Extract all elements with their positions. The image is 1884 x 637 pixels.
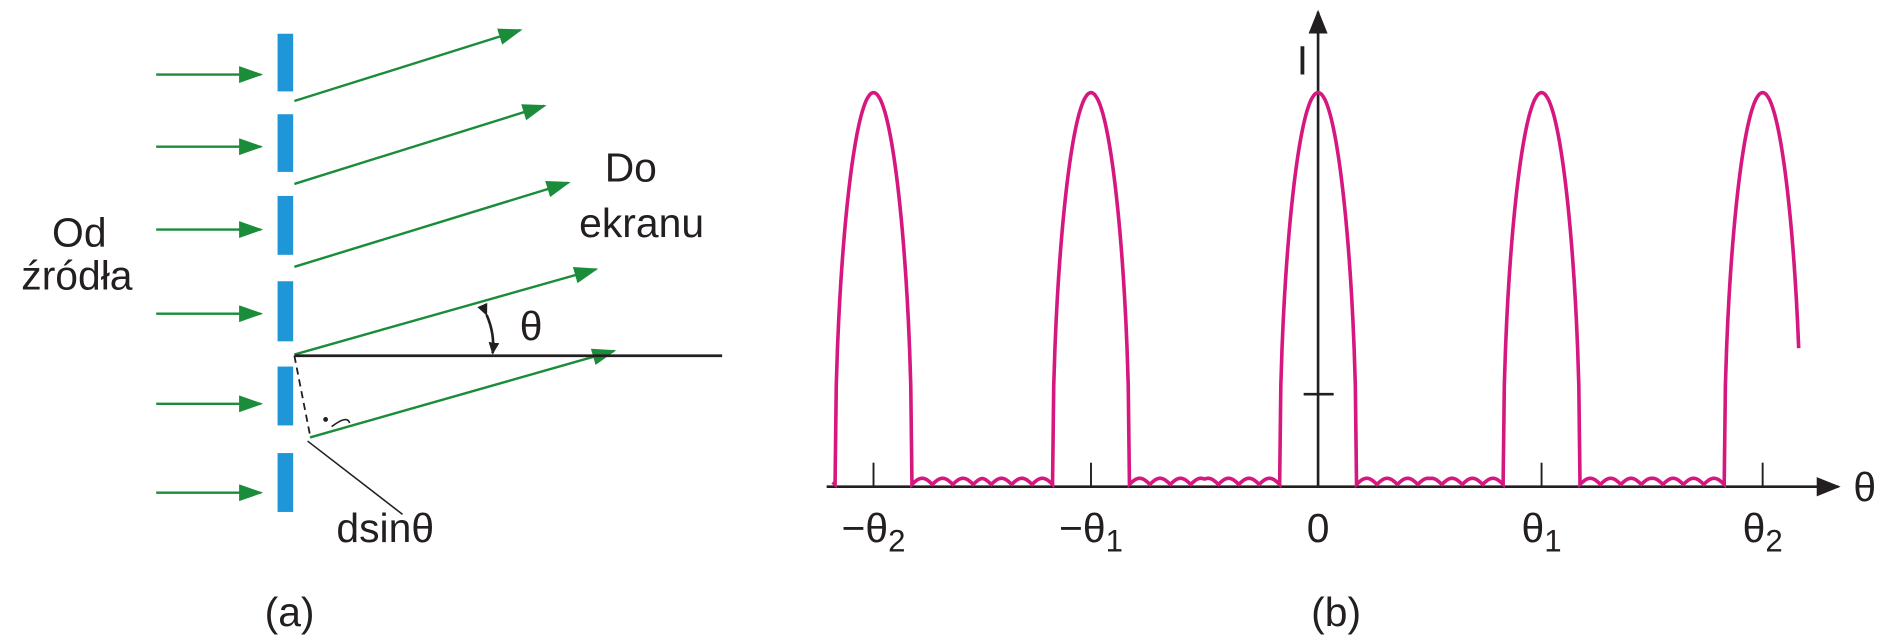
tick-sub: 1 bbox=[1106, 524, 1123, 559]
caption: (a) bbox=[265, 589, 315, 635]
panel-a: Od źródła Do ekranu θ dsinθ (a) bbox=[21, 28, 723, 635]
source-label: Od bbox=[52, 209, 107, 255]
right-angle-dot bbox=[323, 417, 329, 422]
x-tick-label: θ2 bbox=[1743, 505, 1783, 559]
tick-main: θ bbox=[1522, 505, 1545, 551]
tick-sub: 1 bbox=[1544, 524, 1561, 559]
diffracted-rays bbox=[294, 28, 617, 439]
tick-main: 0 bbox=[1307, 505, 1330, 551]
panel-b: I θ (b) −θ2 −θ1 0 θ1 θ2 bbox=[826, 9, 1876, 635]
x-tick-label: −θ1 bbox=[1059, 505, 1123, 559]
tick-sub: 2 bbox=[1765, 524, 1782, 559]
caption: (b) bbox=[1311, 589, 1361, 635]
tick-main: −θ bbox=[1059, 505, 1106, 551]
source-label: źródła bbox=[21, 253, 133, 299]
x-tick-label: −θ2 bbox=[842, 505, 906, 559]
angle-label: θ bbox=[520, 303, 543, 349]
screen-label: ekranu bbox=[579, 200, 704, 246]
leader-line bbox=[307, 440, 403, 515]
intensity-curve bbox=[831, 90, 1801, 489]
right-angle bbox=[331, 418, 351, 428]
tick-main: −θ bbox=[842, 505, 889, 551]
x-tick-label: θ1 bbox=[1522, 505, 1562, 559]
grating bbox=[277, 33, 294, 512]
x-tick-label: 0 bbox=[1307, 505, 1330, 551]
incident-rays bbox=[156, 66, 264, 502]
x-axis-label: θ bbox=[1853, 464, 1876, 510]
path-difference-label: dsinθ bbox=[336, 505, 434, 551]
tick-sub: 2 bbox=[888, 524, 905, 559]
perpendicular bbox=[293, 355, 311, 436]
angle-arc bbox=[477, 302, 500, 355]
tick-main: θ bbox=[1743, 505, 1766, 551]
screen-label: Do bbox=[605, 145, 657, 191]
y-axis-label: I bbox=[1297, 38, 1308, 84]
